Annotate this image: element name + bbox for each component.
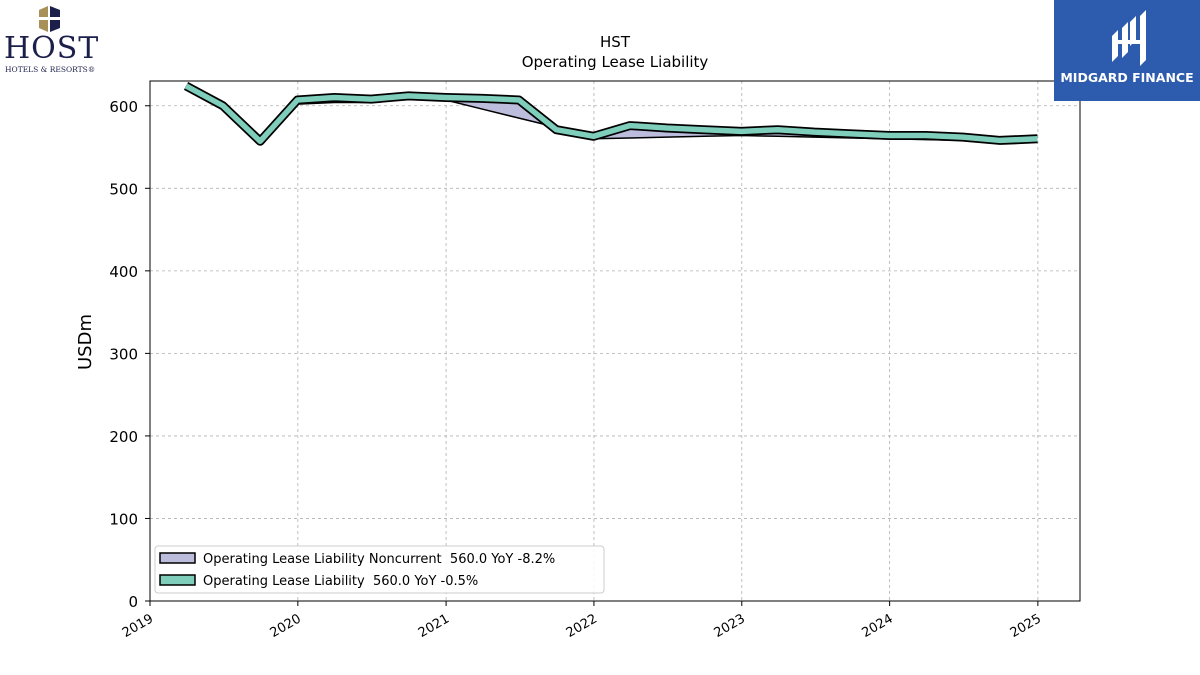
- total-point: [407, 95, 409, 97]
- host-logo-mark: [39, 6, 60, 32]
- noncurrent-point: [555, 126, 557, 128]
- legend-swatch-noncurrent: [159, 552, 196, 564]
- noncurrent-point: [703, 135, 705, 137]
- midgard-logo: MIDGARD FINANCE: [1054, 0, 1200, 101]
- host-logo-wordmark: HOST: [4, 31, 100, 66]
- x-tick-label: 2025: [1008, 611, 1044, 641]
- total-point: [629, 124, 631, 126]
- x-tick-label: 2019: [120, 611, 156, 641]
- chart-subtitle: Operating Lease Liability: [522, 53, 709, 71]
- total-point: [444, 96, 446, 98]
- noncurrent-point: [851, 137, 853, 139]
- legend: Operating Lease Liability Noncurrent 560…: [154, 545, 605, 594]
- noncurrent-point: [740, 134, 742, 136]
- total-point: [703, 128, 705, 130]
- y-tick-label: 100: [109, 510, 138, 528]
- total-point: [296, 99, 298, 101]
- total-point: [259, 140, 261, 142]
- total-point: [1036, 138, 1038, 140]
- noncurrent-point: [333, 101, 335, 103]
- x-tick-label: 2022: [564, 611, 600, 641]
- x-tick-label: 2023: [712, 611, 748, 641]
- host-logo-tagline: HOTELS & RESORTS®: [5, 65, 96, 74]
- total-point: [888, 134, 890, 136]
- total-point: [333, 96, 335, 98]
- noncurrent-point: [481, 108, 483, 110]
- legend-label-noncurrent: Operating Lease Liability Noncurrent 560…: [203, 552, 555, 567]
- y-tick-label: 400: [109, 263, 138, 281]
- total-point: [999, 139, 1001, 141]
- total-point: [481, 97, 483, 99]
- total-point: [777, 128, 779, 130]
- y-tick-label: 200: [109, 428, 138, 446]
- noncurrent-point: [370, 101, 372, 103]
- legend-swatch-total: [159, 574, 196, 586]
- total-point: [813, 131, 815, 133]
- total-point: [518, 99, 520, 101]
- total-point: [555, 128, 557, 130]
- noncurrent-point: [407, 98, 409, 100]
- host-logo: HOST HOTELS & RESORTS®: [4, 4, 104, 76]
- noncurrent-point: [925, 138, 927, 140]
- midgard-logo-wordmark: MIDGARD FINANCE: [1060, 70, 1194, 85]
- y-tick-label: 300: [109, 345, 138, 363]
- x-tick-label: 2021: [416, 611, 452, 641]
- noncurrent-point: [888, 138, 890, 140]
- total-point: [370, 98, 372, 100]
- noncurrent-point: [629, 137, 631, 139]
- total-point: [851, 133, 853, 135]
- total-point: [666, 127, 668, 129]
- y-tick-label: 0: [128, 593, 138, 611]
- noncurrent-point: [666, 136, 668, 138]
- noncurrent-point: [813, 136, 815, 138]
- total-point: [185, 85, 187, 87]
- total-point: [222, 105, 224, 107]
- legend-box: [154, 545, 605, 594]
- noncurrent-point: [444, 99, 446, 101]
- grid-lines: [149, 81, 1080, 602]
- total-line: [184, 83, 1038, 145]
- noncurrent-point: [592, 138, 594, 140]
- noncurrent-point: [222, 107, 224, 109]
- chart-title: HST: [600, 33, 631, 51]
- noncurrent-point: [962, 139, 964, 141]
- noncurrent-point: [999, 137, 1001, 139]
- axis-ticks: 0 100 200 300 400 500 600 2019 2020 2021 2022 2023 2…: [109, 98, 1044, 641]
- y-axis-label: USDm: [75, 314, 96, 370]
- midgard-logo-mark: [1112, 10, 1146, 66]
- total-point: [925, 134, 927, 136]
- total-point: [592, 135, 594, 137]
- x-tick-label: 2020: [268, 611, 304, 641]
- noncurrent-point: [296, 103, 298, 105]
- y-tick-label: 500: [109, 180, 138, 198]
- series-lines: [183, 81, 1038, 146]
- noncurrent-point: [518, 117, 520, 119]
- y-tick-label: 600: [109, 98, 138, 116]
- x-tick-label: 2024: [859, 611, 895, 641]
- legend-label-total: Operating Lease Liability 560.0 YoY -0.5…: [203, 574, 478, 589]
- noncurrent-point: [777, 135, 779, 137]
- total-point: [962, 136, 964, 138]
- plot-frame: [149, 80, 1081, 602]
- total-point: [740, 130, 742, 132]
